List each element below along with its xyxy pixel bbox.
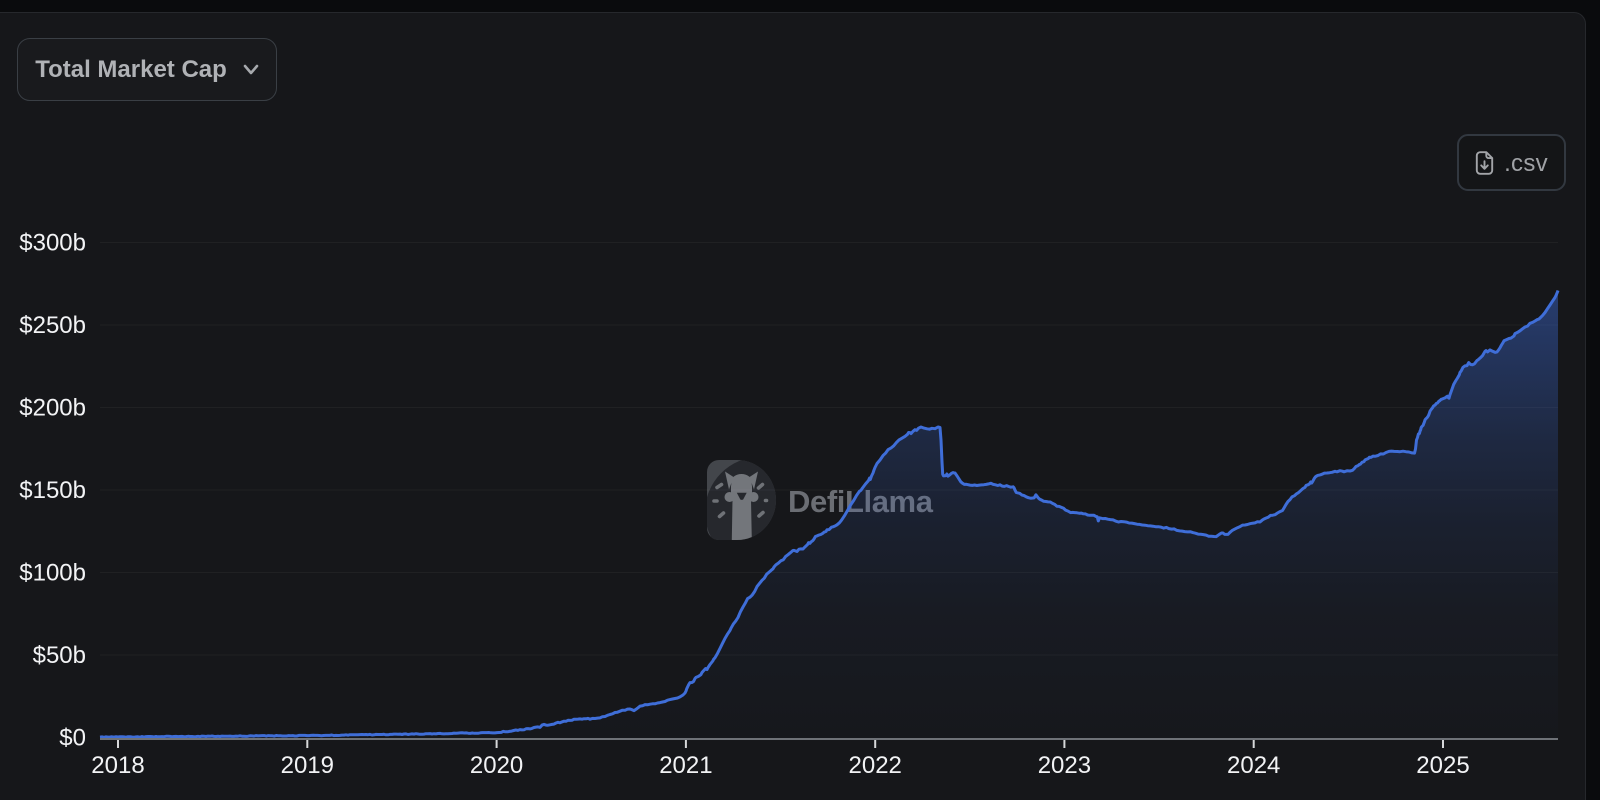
- svg-text:2019: 2019: [281, 752, 334, 779]
- svg-text:$300b: $300b: [19, 230, 86, 257]
- svg-text:2022: 2022: [849, 752, 902, 779]
- svg-text:2018: 2018: [91, 752, 144, 779]
- svg-text:2025: 2025: [1416, 752, 1469, 779]
- svg-text:$100b: $100b: [19, 560, 86, 587]
- svg-text:2021: 2021: [659, 752, 712, 779]
- svg-text:2024: 2024: [1227, 752, 1280, 779]
- svg-text:$0: $0: [59, 725, 86, 752]
- svg-text:$250b: $250b: [19, 312, 86, 339]
- svg-text:$50b: $50b: [33, 642, 86, 669]
- svg-text:$150b: $150b: [19, 477, 86, 504]
- svg-text:$200b: $200b: [19, 395, 86, 422]
- svg-text:2020: 2020: [470, 752, 523, 779]
- svg-text:2023: 2023: [1038, 752, 1091, 779]
